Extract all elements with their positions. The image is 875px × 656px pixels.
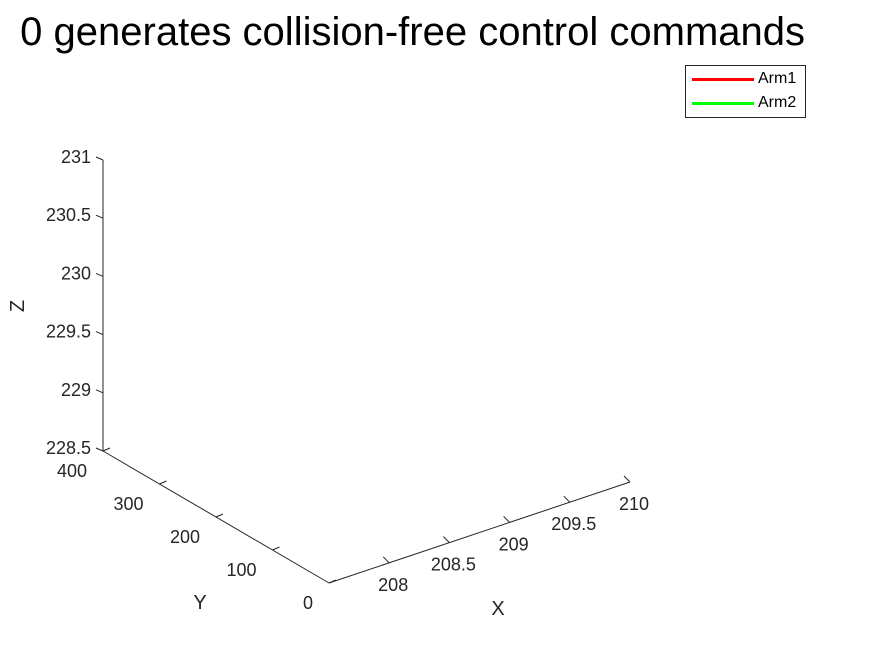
y-tick-label-2: 200 bbox=[170, 527, 200, 547]
legend-entry-arm2: Arm2 bbox=[692, 93, 804, 113]
x-tick-label-3: 209.5 bbox=[551, 514, 596, 534]
y-tick-4 bbox=[102, 447, 111, 452]
chart-title: 0 generates collision-free control comma… bbox=[20, 10, 805, 54]
legend-line-arm2 bbox=[692, 102, 754, 105]
z-axis-label: Z bbox=[7, 300, 29, 312]
y-tick-1 bbox=[272, 546, 280, 551]
z-tick-label-3: 230 bbox=[61, 263, 91, 283]
y-tick-0 bbox=[328, 579, 337, 584]
x-tick-label-4: 210 bbox=[619, 494, 649, 514]
z-tick-label-2: 229.5 bbox=[46, 322, 91, 342]
z-tick-label-5: 231 bbox=[61, 147, 91, 167]
x-tick-4 bbox=[623, 475, 631, 483]
y-tick-label-3: 300 bbox=[113, 494, 143, 514]
z-tick-2 bbox=[95, 331, 104, 336]
legend-line-arm1 bbox=[692, 78, 754, 81]
z-tick-3 bbox=[95, 272, 104, 277]
x-tick-label-2: 209 bbox=[499, 534, 529, 554]
x-tick-1 bbox=[443, 536, 450, 543]
x-tick-3 bbox=[563, 495, 571, 503]
x-tick-label-1: 208.5 bbox=[431, 555, 476, 575]
axis-labels: X Y Z bbox=[7, 300, 505, 620]
x-tick-0 bbox=[382, 556, 390, 564]
z-tick-0 bbox=[95, 447, 104, 452]
y-axis-label: Y bbox=[193, 592, 206, 614]
y-tick-label-0: 0 bbox=[303, 593, 313, 613]
ticks: 208 208.5 209 209.5 210 0 100 200 300 400 228.5 229… bbox=[46, 147, 649, 613]
x-axis-label: X bbox=[491, 598, 504, 620]
legend-entry-arm1: Arm1 bbox=[692, 69, 804, 89]
y-tick-2 bbox=[215, 513, 224, 518]
y-tick-label-1: 100 bbox=[226, 560, 256, 580]
y-tick-3 bbox=[159, 480, 167, 485]
z-tick-label-0: 228.5 bbox=[46, 438, 91, 458]
z-tick-5 bbox=[95, 156, 104, 161]
z-tick-label-1: 229 bbox=[61, 380, 91, 400]
z-tick-label-4: 230.5 bbox=[46, 205, 91, 225]
legend: Arm1 Arm2 bbox=[685, 65, 806, 118]
z-tick-4 bbox=[95, 214, 104, 219]
x-tick-2 bbox=[503, 516, 510, 523]
y-tick-label-4: 400 bbox=[57, 461, 87, 481]
legend-label-arm1: Arm1 bbox=[758, 70, 797, 87]
legend-label-arm2: Arm2 bbox=[758, 94, 797, 111]
z-tick-1 bbox=[95, 389, 104, 394]
x-tick-label-0: 208 bbox=[378, 575, 408, 595]
x-axis-line bbox=[328, 481, 631, 584]
